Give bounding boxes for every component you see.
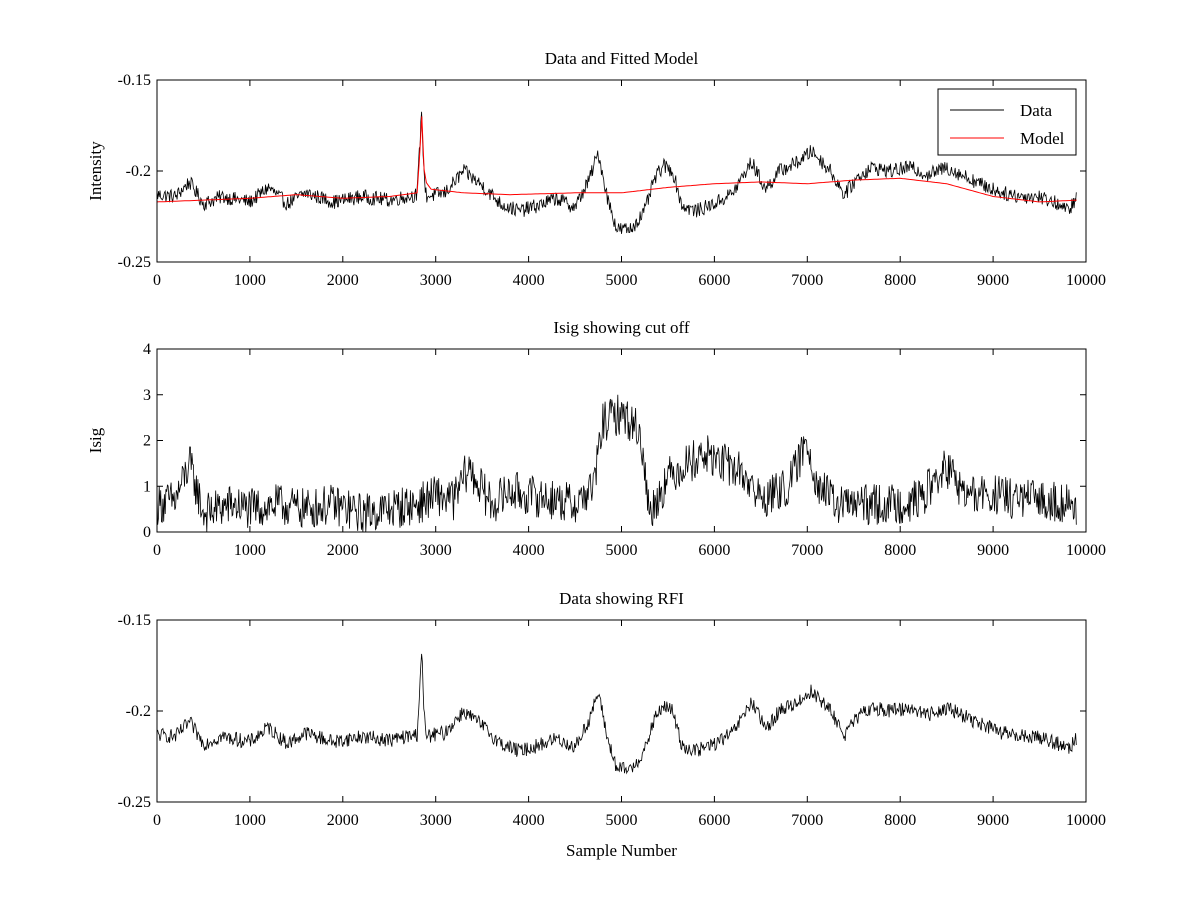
x-tick-label: 1000 <box>234 812 266 829</box>
y-tick-label: -0.25 <box>118 794 151 811</box>
series-line-data <box>157 653 1077 775</box>
chart-2: 0 1000 2000 3000 4000 5000 6000 7000 8000 9000 100… <box>86 318 1106 559</box>
x-tick-label: 1000 <box>234 272 266 289</box>
legend-label-model: Model <box>1020 129 1065 148</box>
y-tick-label: -0.15 <box>118 72 151 89</box>
x-tick-label: 5000 <box>606 272 638 289</box>
x-axis-label: Sample Number <box>566 841 677 860</box>
chart-title: Data showing RFI <box>559 589 684 608</box>
x-tick-label: 9000 <box>977 542 1009 559</box>
chart-title: Data and Fitted Model <box>545 49 699 68</box>
x-tick-label: 9000 <box>977 272 1009 289</box>
x-tick-label: 2000 <box>327 812 359 829</box>
chart-3: 0 1000 2000 3000 4000 5000 6000 7000 8000 9000 100… <box>118 589 1106 860</box>
x-tick-label: 0 <box>153 542 161 559</box>
y-tick-label: 0 <box>143 524 151 541</box>
x-tick-label: 3000 <box>420 542 452 559</box>
series-line-data <box>157 111 1077 234</box>
x-tick-label: 6000 <box>698 542 730 559</box>
chart-title: Isig showing cut off <box>553 318 689 337</box>
y-tick-label: 1 <box>143 478 151 495</box>
y-tick-label: -0.15 <box>118 612 151 629</box>
y-axis-label: Isig <box>86 427 105 453</box>
y-tick-label: 4 <box>143 341 151 358</box>
x-tick-label: 3000 <box>420 272 452 289</box>
legend-box <box>937 88 1077 156</box>
x-tick-label: 7000 <box>791 272 823 289</box>
x-tick-label: 5000 <box>606 542 638 559</box>
y-tick-label: 2 <box>143 433 151 450</box>
plot-area <box>157 620 1086 802</box>
legend-label-data: Data <box>1020 101 1053 120</box>
y-tick-label: 3 <box>143 387 151 404</box>
x-tick-label: 1000 <box>234 542 266 559</box>
x-tick-label: 8000 <box>884 812 916 829</box>
y-tick-label: -0.2 <box>126 703 151 720</box>
x-tick-label: 9000 <box>977 812 1009 829</box>
x-tick-label: 4000 <box>513 272 545 289</box>
x-tick-label: 4000 <box>513 812 545 829</box>
series-line-isig <box>157 394 1077 532</box>
y-tick-label: -0.2 <box>126 163 151 180</box>
series-line-model <box>157 116 1077 203</box>
y-tick-label: -0.25 <box>118 254 151 271</box>
x-tick-label: 7000 <box>791 542 823 559</box>
legend: Data Model <box>937 88 1077 156</box>
x-tick-label: 5000 <box>606 812 638 829</box>
x-tick-label: 2000 <box>327 542 359 559</box>
x-tick-label: 6000 <box>698 812 730 829</box>
x-tick-label: 8000 <box>884 542 916 559</box>
x-tick-label: 10000 <box>1066 272 1106 289</box>
x-tick-label: 0 <box>153 272 161 289</box>
x-tick-label: 2000 <box>327 272 359 289</box>
chart-1: 0 1000 2000 3000 4000 5000 6000 7000 8000 9000 100… <box>86 49 1106 289</box>
x-tick-label: 10000 <box>1066 542 1106 559</box>
x-tick-label: 8000 <box>884 272 916 289</box>
x-tick-label: 7000 <box>791 812 823 829</box>
x-tick-label: 0 <box>153 812 161 829</box>
x-tick-label: 6000 <box>698 272 730 289</box>
x-tick-label: 3000 <box>420 812 452 829</box>
x-tick-label: 4000 <box>513 542 545 559</box>
y-axis-label: Intensity <box>86 141 105 201</box>
x-tick-label: 10000 <box>1066 812 1106 829</box>
